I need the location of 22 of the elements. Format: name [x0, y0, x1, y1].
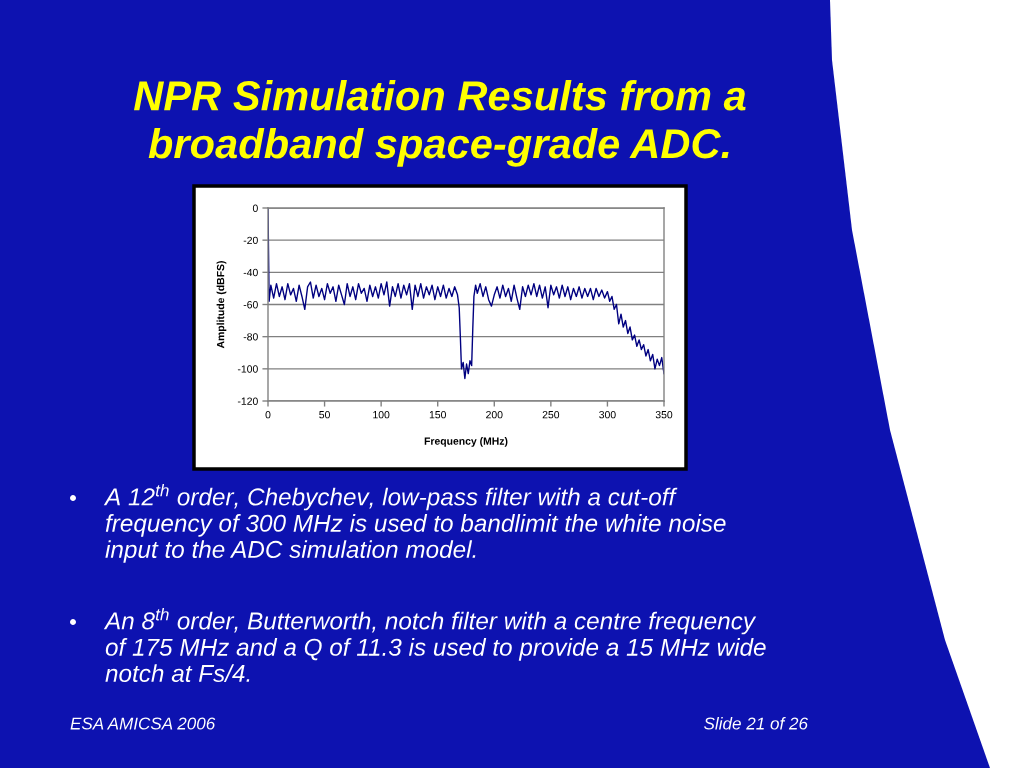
x-tick-label: 100 — [373, 411, 390, 419]
y-tick-label: -120 — [237, 397, 258, 405]
x-tick-label: 50 — [319, 411, 330, 419]
y-tick-label: 0 — [252, 204, 258, 212]
y-tick-label: -40 — [243, 268, 258, 277]
text: A 12$^{th}$ order, Chebychev, low-pass filter with a cut-off frequency of 300 MHz is used to bandlimit the white noise input to the ADC simulation model. — [103, 484, 726, 563]
x-tick-label: 350 — [655, 411, 673, 419]
y-tick-label: -100 — [237, 365, 258, 373]
x-tick-label: 150 — [429, 411, 446, 419]
text: An 8$^{th}$ order, Butterworth, notch filter with a centre frequency of 175 MHz and a Q of 11.3 is used to provide a 15 MHz wide notch at Fs/4. — [103, 608, 766, 683]
x-axis-title: Frequency (MHz) — [424, 437, 508, 447]
y-tick-label: -20 — [243, 236, 258, 245]
y-tick-label: -80 — [243, 333, 258, 341]
x-tick-label: 200 — [486, 411, 503, 419]
x-tick-label: 0 — [265, 411, 271, 419]
x-tick-label: 250 — [542, 411, 560, 419]
text: ESA AMICSA 2006 — [70, 717, 216, 730]
y-axis-title: Amplitude (dBFS) — [216, 261, 227, 349]
text: Slide 21 of 26 — [704, 717, 809, 730]
chart-title: NPR Simulation Results from a broadband space-grade ADC. — [133, 80, 746, 167]
x-tick-label: 300 — [599, 411, 616, 419]
y-tick-label: -60 — [243, 301, 258, 309]
